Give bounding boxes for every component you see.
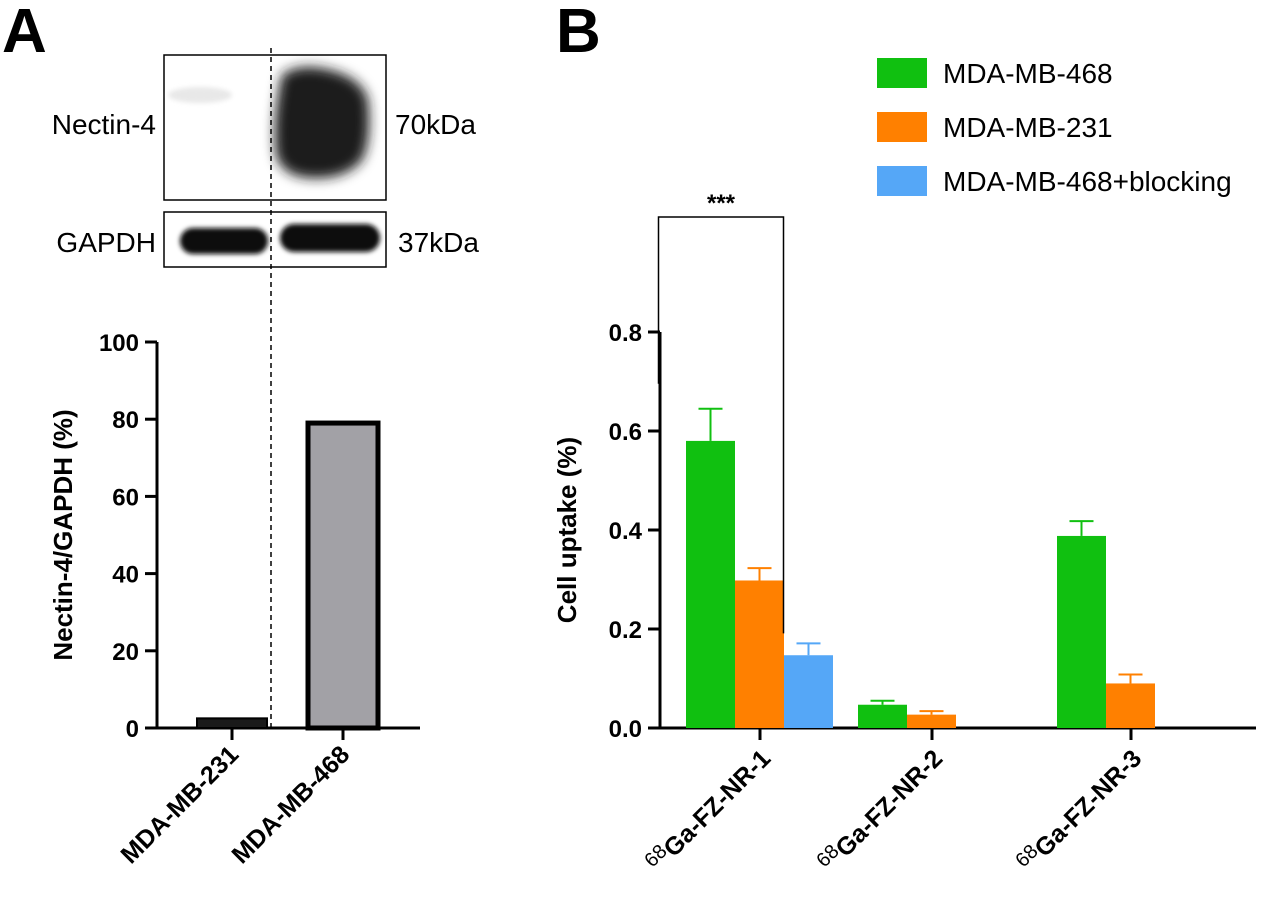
gapdh-band-right xyxy=(280,224,380,252)
legend-swatch xyxy=(877,166,927,196)
chart-a-bars xyxy=(196,420,381,731)
chart-b-y-tick-label: 0.8 xyxy=(609,320,642,347)
significance-bracket-line xyxy=(657,216,785,634)
chart-a-y-tick-label: 80 xyxy=(112,407,139,434)
gapdh-size-label: 37kDa xyxy=(398,227,479,258)
western-blot: Nectin-4 70kDa GAPDH 37kDa xyxy=(52,54,479,268)
panel-b: B MDA-MB-468 MDA-MB-231 MDA-MB-468+blockin… xyxy=(552,0,1256,878)
chart-b-category-label: 68Ga-FZ-NR-2 xyxy=(812,742,948,878)
significance-bracket: *** xyxy=(657,190,785,634)
legend-label: MDA-MB-468 xyxy=(943,58,1113,89)
chart-a-y-axis-title: Nectin-4/GAPDH (%) xyxy=(48,409,78,660)
chart-b-bar xyxy=(1057,535,1106,728)
nectin4-band-faint xyxy=(168,87,232,103)
chart-b-category-name: Ga-FZ-NR-1 xyxy=(658,744,776,862)
legend: MDA-MB-468 MDA-MB-231 MDA-MB-468+blocking xyxy=(877,58,1232,197)
legend-label: MDA-MB-231 xyxy=(943,112,1113,143)
chart-b-bar xyxy=(1106,683,1155,728)
gapdh-band-left xyxy=(180,228,268,254)
chart-a-y-tick-label: 40 xyxy=(112,562,139,589)
significance-label: *** xyxy=(707,190,736,217)
chart-a-y-tick-label: 0 xyxy=(126,716,139,743)
chart-a-category-label: MDA-MB-468 xyxy=(226,740,355,869)
chart-b-y-tick-label: 0.0 xyxy=(609,716,642,743)
chart-b-category-name: Ga-FZ-NR-2 xyxy=(830,744,948,862)
chart-a-category-label: MDA-MB-231 xyxy=(115,740,244,869)
chart-b: 0.0 0.2 0.4 0.6 0.8 68Ga-FZ-NR-1 68Ga-FZ-NR-2… xyxy=(552,190,1256,878)
chart-a-tick-labels: 0 20 40 60 80 100 xyxy=(99,330,139,743)
chart-b-y-axis-title: Cell uptake (%) xyxy=(552,437,582,623)
nectin4-label: Nectin-4 xyxy=(52,109,156,140)
chart-b-y-tick-label: 0.6 xyxy=(609,419,642,446)
legend-swatch xyxy=(877,58,927,88)
chart-b-y-tick-label: 0.2 xyxy=(609,617,642,644)
legend-label: MDA-MB-468+blocking xyxy=(943,166,1232,197)
chart-a-bar xyxy=(196,717,268,729)
chart-b-bar xyxy=(735,580,784,728)
chart-b-bars xyxy=(686,407,1155,728)
nectin4-size-label: 70kDa xyxy=(395,109,476,140)
chart-b-category-name: Ga-FZ-NR-3 xyxy=(1029,744,1147,862)
chart-a-y-tick-label: 20 xyxy=(112,639,139,666)
chart-b-bar xyxy=(858,704,907,728)
chart-a-y-tick-label: 60 xyxy=(112,484,139,511)
gapdh-label: GAPDH xyxy=(56,227,156,258)
chart-b-tick-labels: 0.0 0.2 0.4 0.6 0.8 xyxy=(609,320,643,743)
chart-a-bar xyxy=(305,420,381,731)
chart-b-bar xyxy=(907,714,956,728)
panel-a-letter: A xyxy=(2,0,47,66)
chart-b-category-label: 68Ga-FZ-NR-3 xyxy=(1011,742,1147,878)
chart-b-bar xyxy=(686,440,735,728)
nectin4-band-strong xyxy=(274,66,370,179)
panel-a: A Nectin-4 70kDa GAPDH 37kDa 0 20 40 60 80 10… xyxy=(2,0,479,869)
chart-b-category-label: 68Ga-FZ-NR-1 xyxy=(640,742,776,878)
chart-a-y-tick-label: 100 xyxy=(99,330,139,357)
chart-b-bar xyxy=(784,655,833,728)
chart-b-y-tick-label: 0.4 xyxy=(609,518,643,545)
chart-b-category-labels: 68Ga-FZ-NR-1 68Ga-FZ-NR-2 68Ga-FZ-NR-3 xyxy=(640,742,1147,878)
panel-b-letter: B xyxy=(556,0,601,66)
legend-swatch xyxy=(877,112,927,142)
